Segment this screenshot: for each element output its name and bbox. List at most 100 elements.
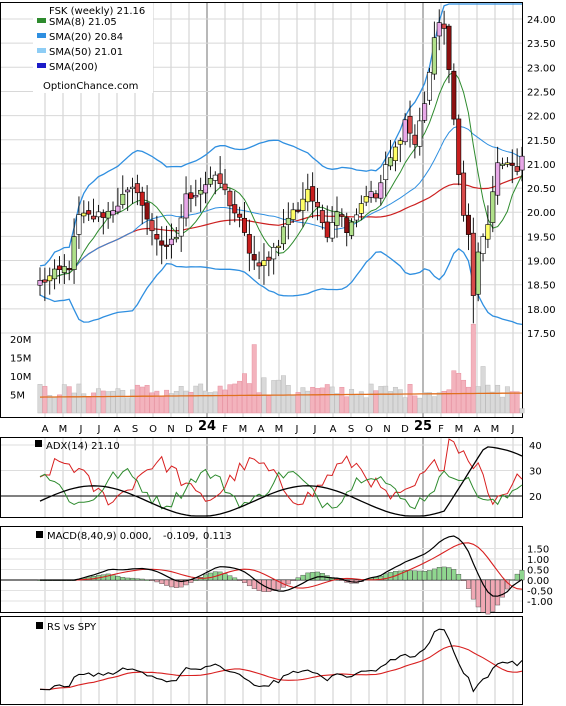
volume-bar	[159, 395, 165, 414]
macd-histogram-bar	[417, 570, 423, 581]
candle-body	[339, 214, 345, 217]
volume-bar	[441, 391, 447, 414]
macd-histogram-bar	[149, 579, 155, 582]
candle-body	[120, 193, 126, 205]
bollinger-lower-line	[39, 247, 523, 326]
month-label: N	[167, 424, 174, 435]
macd-tick-label: 0.00	[527, 576, 549, 587]
candle-body	[363, 196, 369, 203]
price-tick-label: 22.00	[527, 112, 556, 123]
volume-bar	[329, 386, 335, 414]
macd-tick-label: 1.50	[527, 545, 549, 556]
candle-body	[441, 23, 447, 29]
month-label: A	[42, 424, 49, 435]
volume-bar	[66, 386, 72, 414]
macd-histogram-bar	[383, 573, 389, 581]
candle-body	[95, 211, 101, 218]
candle-body	[451, 70, 457, 120]
volume-bar	[193, 385, 199, 414]
macd-histogram-bar	[217, 571, 223, 581]
candle-body	[495, 162, 501, 196]
macd-histogram-bar	[295, 577, 301, 581]
legend-label: SMA(8) 21.05	[49, 17, 117, 28]
macd-histogram-bar	[412, 570, 418, 581]
candle-body	[52, 268, 58, 280]
candle-body	[164, 244, 170, 247]
candle-body	[66, 268, 72, 271]
macd-histogram-bar	[173, 579, 179, 588]
macd-histogram-bar	[310, 572, 316, 581]
adx-label: ADX(14) 21.10	[46, 441, 120, 452]
macd-histogram-bar	[237, 579, 243, 582]
macd-histogram-bar	[495, 579, 501, 606]
macd-histogram-bar	[485, 579, 491, 615]
volume-bar	[115, 388, 121, 414]
volume-bar	[164, 389, 170, 414]
candle-body	[86, 210, 92, 215]
candle-body	[178, 217, 184, 237]
macd-tick-label: -0.50	[527, 587, 553, 598]
month-label: S	[132, 424, 138, 435]
month-label: N	[383, 424, 390, 435]
price-tick-label: 17.50	[527, 329, 556, 340]
volume-bar	[95, 388, 101, 414]
month-label: F	[438, 424, 444, 435]
candle-body	[431, 37, 437, 75]
rs-legend-swatch	[36, 622, 43, 629]
candle-body	[353, 214, 359, 221]
rs-panel-frame	[0, 616, 523, 705]
candle-body	[266, 256, 272, 261]
macd-histogram-bar	[475, 579, 481, 608]
volume-tick-label: 15M	[10, 354, 31, 365]
macd-histogram-bar	[256, 579, 262, 591]
candle-body	[368, 191, 374, 198]
candle-body	[378, 182, 384, 199]
candle-body	[76, 214, 82, 235]
macd-tick-label: 0.50	[527, 566, 549, 577]
legend-box	[33, 3, 153, 93]
volume-bar	[110, 390, 116, 414]
volume-bar	[319, 387, 325, 414]
month-label: A	[330, 424, 337, 435]
macd-histogram-bar	[271, 579, 277, 591]
candle-body	[373, 193, 379, 199]
candle-body	[207, 178, 213, 185]
volume-bar	[504, 386, 510, 414]
candle-body	[285, 217, 291, 225]
candle-body	[426, 71, 432, 101]
candle-body	[276, 245, 282, 248]
volume-bar	[461, 379, 467, 414]
month-label: M	[59, 424, 68, 435]
volume-bar	[120, 390, 126, 414]
legend-label: SMA(200)	[49, 62, 98, 73]
candle-body	[134, 183, 140, 194]
candle-body	[388, 157, 394, 167]
candle-body	[105, 210, 111, 219]
volume-bar	[388, 391, 393, 414]
macd-histogram-bar	[509, 579, 515, 581]
candle-body	[256, 262, 262, 267]
volume-bar	[373, 390, 379, 414]
volume-bar	[86, 396, 92, 414]
candle-body	[456, 118, 462, 175]
volume-bar	[295, 392, 301, 414]
volume-tick-label: 10M	[10, 372, 31, 383]
macd-histogram-bar	[397, 570, 403, 581]
volume-tick-label: 5M	[10, 391, 25, 402]
candle-body	[485, 224, 491, 240]
volume-bar	[256, 392, 262, 414]
price-tick-label: 19.00	[527, 257, 556, 268]
volume-bar	[495, 384, 501, 414]
month-label: M	[239, 424, 248, 435]
adx-legend-swatch	[35, 440, 42, 447]
volume-bar	[125, 397, 131, 414]
volume-bar	[290, 394, 296, 414]
month-label: J	[511, 424, 515, 435]
legend-swatch	[37, 48, 46, 53]
month-label: 24	[198, 419, 216, 434]
volume-bar	[61, 384, 67, 414]
volume-bar	[412, 395, 418, 414]
candle-body	[358, 203, 364, 214]
candle-body	[383, 164, 389, 181]
month-label: M	[455, 424, 464, 435]
